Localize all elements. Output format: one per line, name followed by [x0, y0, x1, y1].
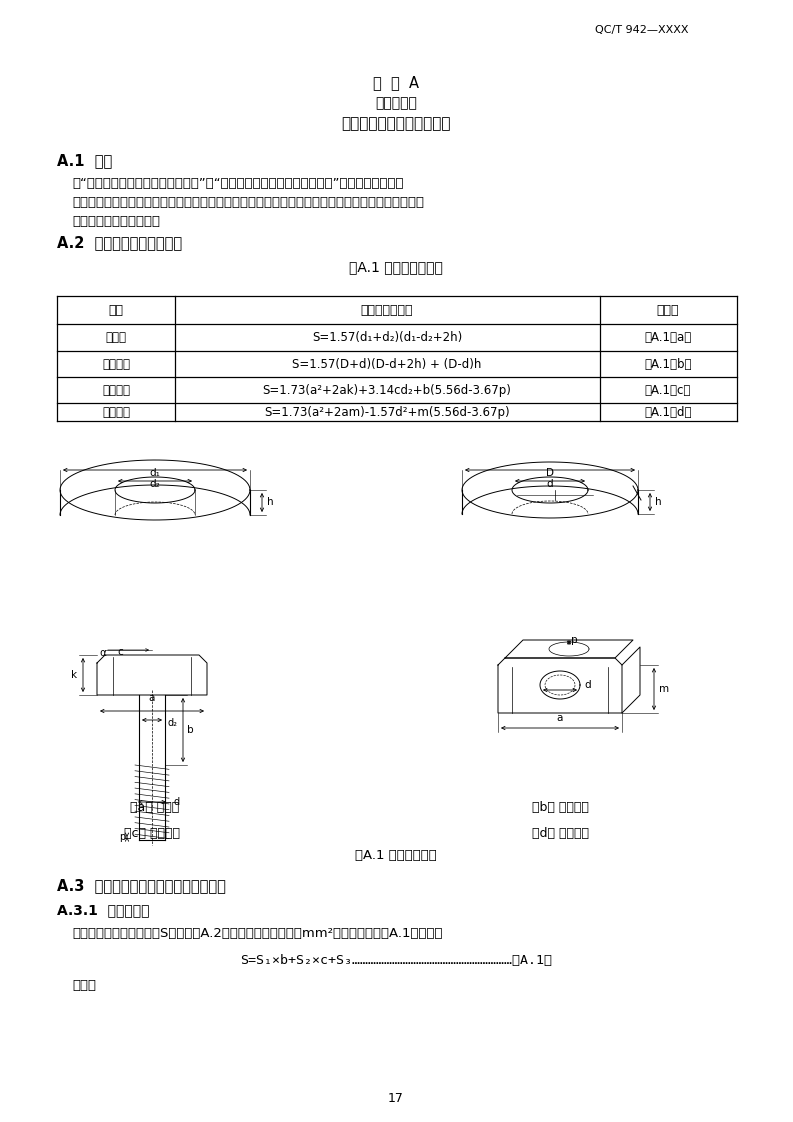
Text: （b） 弹簧垄圈: （b） 弹簧垄圈 [531, 801, 588, 813]
Text: a: a [149, 693, 155, 703]
Text: 按“金属防腐镱层中六价铬定性试验”和“金属防腐镱层中六价铬含量测定”检测金属防腐镱层: 按“金属防腐镱层中六价铬定性试验”和“金属防腐镱层中六价铬含量测定”检测金属防腐… [72, 177, 404, 190]
Text: A.2  紧固件表面积计算公式: A.2 紧固件表面积计算公式 [57, 234, 182, 250]
Text: 六角螺母: 六角螺母 [102, 405, 130, 419]
Text: 图A.1（b）: 图A.1（b） [644, 358, 691, 370]
Text: d: d [546, 479, 554, 489]
Text: A.1  概述: A.1 概述 [57, 153, 113, 168]
Text: （a） 平垄圈: （a） 平垄圈 [130, 801, 180, 813]
Text: QC/T 942—XXXX: QC/T 942—XXXX [595, 25, 688, 35]
Text: b: b [187, 725, 193, 735]
Text: 式中：: 式中： [72, 980, 96, 992]
Text: 导性方法以及部分数据。: 导性方法以及部分数据。 [72, 215, 160, 228]
Text: d₂: d₂ [150, 479, 160, 489]
Text: 附  录  A: 附 录 A [373, 75, 419, 90]
Text: 紧固件镱层表面积计算方法: 紧固件镱层表面积计算方法 [341, 116, 450, 131]
Text: D: D [546, 468, 554, 478]
Text: α: α [99, 649, 106, 657]
Text: k: k [71, 670, 77, 680]
Text: A.3.1  螺栓和螺钉: A.3.1 螺栓和螺钉 [57, 903, 150, 917]
Text: a: a [557, 712, 563, 723]
Text: （资料性）: （资料性） [375, 96, 417, 110]
Text: 图A.1（c）: 图A.1（c） [645, 384, 691, 396]
Text: 图A.1 紧固件示意图: 图A.1 紧固件示意图 [355, 849, 437, 862]
Text: d: d [173, 797, 179, 807]
Text: S=1.73(a²+2ak)+3.14cd₂+b(5.56d-3.67p): S=1.73(a²+2ak)+3.14cd₂+b(5.56d-3.67p) [262, 384, 511, 396]
Text: S=S₁×b+S₂×c+S₃……………………………………………………（A.1）: S=S₁×b+S₂×c+S₃……………………………………………………（A.1） [240, 954, 552, 967]
Text: p: p [119, 833, 125, 842]
Text: 17: 17 [388, 1092, 404, 1105]
Text: 表A.1 表面积计算公式: 表A.1 表面积计算公式 [349, 260, 443, 274]
Text: A.3  螺栓、螺钉和螺母表面积计算数据: A.3 螺栓、螺钉和螺母表面积计算数据 [57, 879, 226, 893]
Text: d₂: d₂ [168, 718, 178, 728]
Text: 弹簧垄圈: 弹簧垄圈 [102, 358, 130, 370]
Text: S=1.57(D+d)(D-d+2h) + (D-d)h: S=1.57(D+d)(D-d+2h) + (D-d)h [293, 358, 481, 370]
Text: h: h [655, 497, 661, 507]
Text: 示意图: 示意图 [657, 303, 680, 316]
Text: m: m [659, 684, 669, 695]
Text: （c） 六角螺栓: （c） 六角螺栓 [124, 827, 180, 840]
Text: 六角螺栓: 六角螺栓 [102, 384, 130, 396]
Text: p: p [571, 635, 577, 645]
Text: S=1.57(d₁+d₂)(d₁-d₂+2h): S=1.57(d₁+d₂)(d₁-d₂+2h) [312, 331, 462, 343]
Text: d: d [584, 680, 591, 690]
Text: d₁: d₁ [150, 468, 160, 478]
Text: 表面积计算公式: 表面积计算公式 [361, 303, 413, 316]
Text: 零件: 零件 [109, 303, 124, 316]
Text: （d） 六角螺母: （d） 六角螺母 [531, 827, 588, 840]
Text: 螺栓和螺钉的总表面积以S计（见图A.2），数值以平方毫米（mm²）表示，按式（A.1）计算：: 螺栓和螺钉的总表面积以S计（见图A.2），数值以平方毫米（mm²）表示，按式（A… [72, 927, 442, 940]
Text: 图A.1（a）: 图A.1（a） [645, 331, 691, 343]
Text: 中的六价铬，需要求出紧固件（螺栓、螺钉和螺母等）的表面积，本附录给出了表面积计算的三种指: 中的六价铬，需要求出紧固件（螺栓、螺钉和螺母等）的表面积，本附录给出了表面积计算… [72, 196, 424, 209]
Text: 平垄圈: 平垄圈 [105, 331, 127, 343]
Text: S=1.73(a²+2am)-1.57d²+m(5.56d-3.67p): S=1.73(a²+2am)-1.57d²+m(5.56d-3.67p) [264, 405, 510, 419]
Text: 图A.1（d）: 图A.1（d） [644, 405, 691, 419]
Text: c: c [117, 647, 123, 657]
Text: h: h [267, 497, 274, 507]
